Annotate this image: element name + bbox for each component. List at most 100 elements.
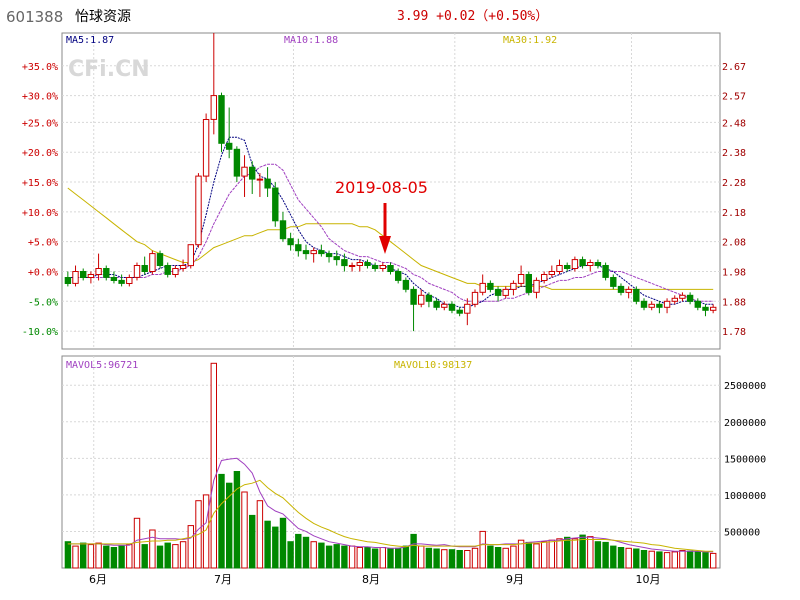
price-panel [61,32,721,350]
volume-bar-down [156,545,164,569]
candle-up [310,250,317,255]
volume-bar-down [525,541,532,569]
candle-up [418,294,425,305]
price-tick-label: 1.78 [722,327,746,338]
volume-bar-down [371,548,379,569]
candle-down [279,220,287,240]
volume-bar-down [702,552,709,569]
price-tick-label: 2.38 [722,148,746,159]
volume-bar-down [333,544,340,569]
volume-bar-down [364,547,371,569]
gridlines [62,33,720,568]
volume-bar-down [564,536,571,569]
volume-bar-down [302,536,310,569]
candle-up [149,253,156,273]
volume-bar-down [617,547,625,569]
volume-bar-down [249,514,256,569]
candle-down [617,285,625,293]
volume-bar-up [356,547,364,569]
candle-down [325,253,333,258]
volume-bar-up [710,552,717,569]
candle-up [548,271,555,275]
candle-down [364,262,371,266]
volume-bar-down [118,545,125,569]
candle-up [348,265,356,267]
volume-bar-up [671,551,678,569]
price-tick-label: 2.18 [722,208,746,219]
candle-down [371,265,379,269]
volume-bar-down [494,547,502,569]
volume-bar-down [110,547,118,569]
volume-bar-up [379,547,387,569]
candle-down [387,265,394,272]
candle-down [640,300,648,308]
watermark: CFi.CN [68,57,150,82]
volume-bar-down [218,473,225,569]
candle-up [187,244,195,267]
price-tick-label: 1.88 [722,297,746,308]
ma30-line [67,187,714,290]
volume-bar-down [640,550,648,569]
percent-tick-label: +10.0% [22,208,58,219]
candle-up [587,262,594,266]
price-tick-label: 2.57 [722,92,746,103]
candle-down [249,166,256,180]
candle-up [126,277,133,284]
volume-bar-up [241,491,248,569]
volume-bar-down [594,541,602,569]
volume-bar-down [272,526,279,569]
volume-bar-down [80,542,87,569]
volume-bar-up [648,550,655,569]
month-tick-label: 7月 [214,573,232,586]
volume-bar-down [325,545,333,569]
volume-bar-up [310,541,317,569]
percent-tick-label: +35.0% [22,62,58,73]
volume-bar-up [149,529,156,569]
month-tick-label: 6月 [89,573,107,586]
volume-bar-down [402,545,410,569]
candle-up [172,268,179,275]
volume-bar-up [187,525,195,569]
candle-down [318,250,325,255]
volume-bar-down [633,548,640,569]
volume-bar-down [610,545,617,569]
candle-down [333,256,340,261]
volume-bar-up [418,545,425,569]
percent-tick-label: +5.0% [28,238,58,249]
volume-bar-up [679,550,686,569]
candle-up [379,265,387,269]
month-tick-label: 10月 [636,573,661,586]
volume-bar-down [487,545,494,569]
percent-tick-label: +20.0% [22,148,58,159]
candle-down [287,238,294,246]
candles [64,33,717,332]
volume-bar-up [510,545,517,569]
candle-down [264,178,271,189]
candle-down [456,309,463,314]
candle-down [402,279,410,290]
percent-tick-label: +25.0% [22,118,58,129]
legend-ma30: MA30:1.92 [503,35,557,46]
candle-up [195,175,202,246]
volume-bar-down [410,533,417,569]
volume-bar-up [95,542,102,569]
month-tick-label: 9月 [506,573,524,586]
volume-bar-down [295,533,302,569]
volume-bar-down [103,545,110,569]
candle-down [302,250,310,255]
price-tick-label: 2.67 [722,62,746,73]
candle-down [448,303,456,311]
volume-bar-up [517,539,525,569]
volume-bar-up [348,545,356,569]
volume-bar-down [318,542,325,569]
candle-down [602,265,609,278]
volume-bar-down [602,541,609,569]
candle-down [272,187,279,222]
candle-up [541,274,548,281]
candle-down [594,262,602,266]
candle-up [679,294,686,299]
candle-down [633,288,640,302]
candle-down [525,274,532,293]
candle-up [256,178,264,181]
